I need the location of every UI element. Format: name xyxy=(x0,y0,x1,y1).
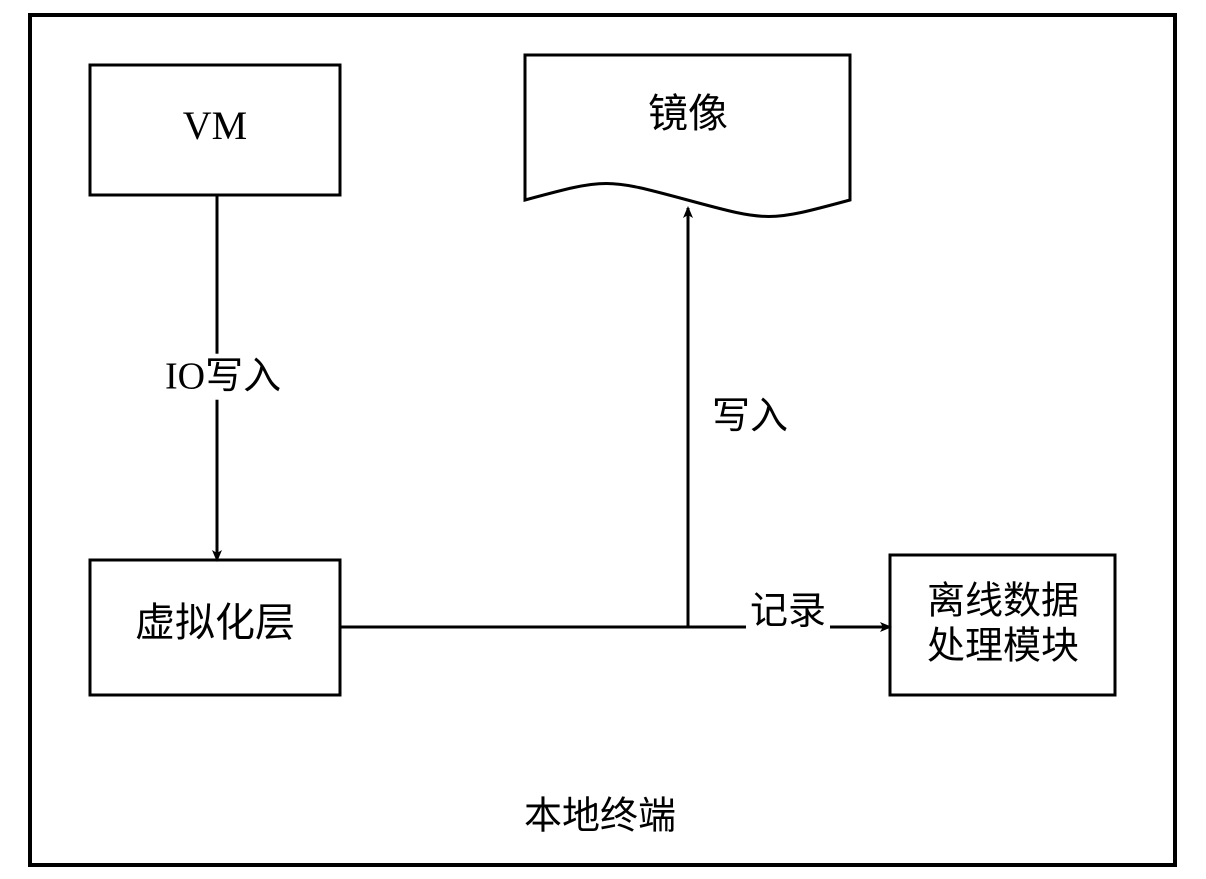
container-label: 本地终端 xyxy=(524,796,676,838)
node-offline-module-label-2: 处理模块 xyxy=(927,626,1079,668)
diagram-canvas: VM 镜像虚拟化层 离线数据处理模块 IO写入写入记录本地终端 xyxy=(0,0,1206,879)
edge-vm-to-virt-label: IO写入 xyxy=(165,356,281,398)
node-vm-label: VM xyxy=(183,103,247,148)
node-virt-layer-label: 虚拟化层 xyxy=(135,600,295,645)
node-mirror-label: 镜像 xyxy=(648,91,728,136)
edge-virt-to-mirror-label: 写入 xyxy=(712,396,788,438)
node-offline-module-label-1: 离线数据 xyxy=(927,581,1079,623)
edge-virt-to-offline-label: 记录 xyxy=(750,591,826,633)
